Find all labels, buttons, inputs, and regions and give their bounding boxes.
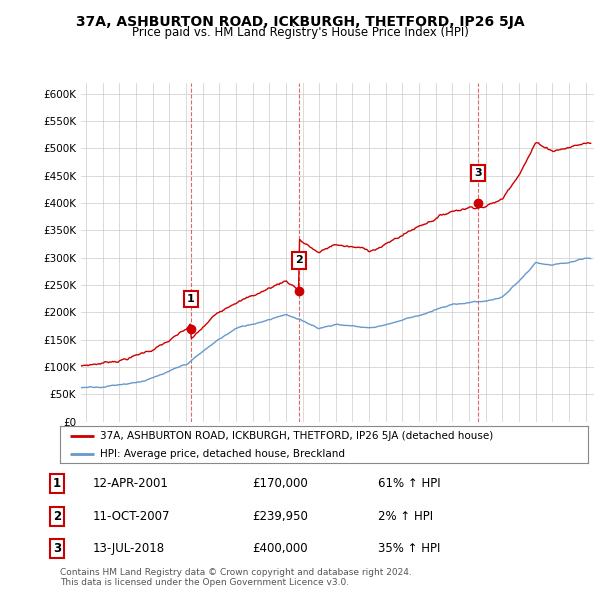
Text: 3: 3 [53, 542, 61, 555]
Text: 11-OCT-2007: 11-OCT-2007 [93, 510, 170, 523]
Text: HPI: Average price, detached house, Breckland: HPI: Average price, detached house, Brec… [100, 449, 344, 459]
Text: 1: 1 [53, 477, 61, 490]
Text: 37A, ASHBURTON ROAD, ICKBURGH, THETFORD, IP26 5JA: 37A, ASHBURTON ROAD, ICKBURGH, THETFORD,… [76, 15, 524, 30]
Text: Contains HM Land Registry data © Crown copyright and database right 2024.
This d: Contains HM Land Registry data © Crown c… [60, 568, 412, 587]
Text: 3: 3 [474, 168, 482, 178]
Text: 12-APR-2001: 12-APR-2001 [93, 477, 169, 490]
Text: 37A, ASHBURTON ROAD, ICKBURGH, THETFORD, IP26 5JA (detached house): 37A, ASHBURTON ROAD, ICKBURGH, THETFORD,… [100, 431, 493, 441]
Text: 35% ↑ HPI: 35% ↑ HPI [378, 542, 440, 555]
Text: 2: 2 [295, 255, 303, 266]
Text: £400,000: £400,000 [252, 542, 308, 555]
Text: Price paid vs. HM Land Registry's House Price Index (HPI): Price paid vs. HM Land Registry's House … [131, 26, 469, 39]
Text: 13-JUL-2018: 13-JUL-2018 [93, 542, 165, 555]
Text: £239,950: £239,950 [252, 510, 308, 523]
Text: 2: 2 [53, 510, 61, 523]
Text: £170,000: £170,000 [252, 477, 308, 490]
Text: 1: 1 [187, 294, 194, 304]
Text: 61% ↑ HPI: 61% ↑ HPI [378, 477, 440, 490]
Text: 2% ↑ HPI: 2% ↑ HPI [378, 510, 433, 523]
